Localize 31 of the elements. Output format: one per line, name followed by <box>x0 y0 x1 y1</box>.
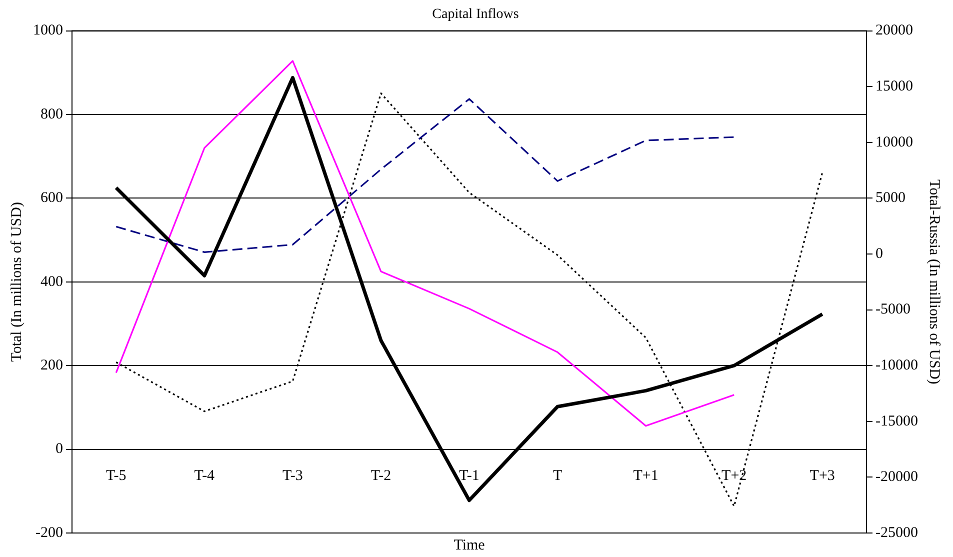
y-tick-label: 400 <box>40 274 63 290</box>
y-tick-label: 600 <box>40 190 63 206</box>
y2-tick-label: -5000 <box>876 302 911 318</box>
y-tick-label: 200 <box>40 358 63 374</box>
x-tick-label: T+3 <box>810 468 835 484</box>
y-tick-label: 1000 <box>33 22 63 39</box>
y-tick-label: 800 <box>40 106 63 122</box>
y-axis-title: Total (In millions of USD) <box>8 202 25 362</box>
y2-tick-label: 15000 <box>876 78 914 95</box>
x-tick-label: T+1 <box>633 468 658 484</box>
x-tick-label: T+2 <box>722 468 747 484</box>
y2-tick-label: 5000 <box>876 190 906 206</box>
x-axis-title: Time <box>454 537 486 554</box>
x-tick-label: T-5 <box>106 468 126 484</box>
x-tick-label: T-2 <box>370 468 392 484</box>
x-tick-label: T <box>552 468 562 484</box>
y-tick-label: 0 <box>56 441 63 458</box>
y2-tick-label: -15000 <box>876 413 918 430</box>
y2-tick-label: -10000 <box>876 358 918 374</box>
y2-tick-label: 10000 <box>876 134 914 150</box>
y-tick-label: -200 <box>36 524 63 541</box>
y2-tick-label: -25000 <box>876 524 918 541</box>
y2-tick-label: 20000 <box>876 22 914 39</box>
y2-tick-label: -20000 <box>876 469 918 486</box>
x-tick-label: T-4 <box>194 468 216 484</box>
line-series <box>115 98 735 253</box>
y2-tick-label: 0 <box>876 246 884 262</box>
y2-axis-title: Total-Russia (In millions of USD) <box>926 180 942 384</box>
x-tick-label: T-3 <box>282 468 303 484</box>
x-tick-label: T-1 <box>459 468 480 484</box>
chart-title: Capital Inflows <box>432 7 519 22</box>
